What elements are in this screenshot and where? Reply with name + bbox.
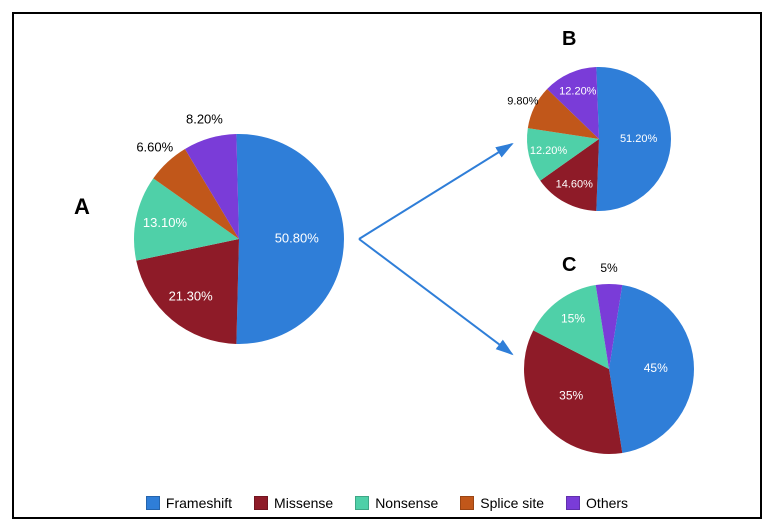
legend-label-frameshift: Frameshift <box>166 495 232 511</box>
legend-swatch-nonsense <box>355 496 369 510</box>
arrows <box>14 14 764 484</box>
legend-label-missense: Missense <box>274 495 333 511</box>
arrow-0 <box>359 144 512 239</box>
legend-swatch-splice <box>460 496 474 510</box>
legend-swatch-frameshift <box>146 496 160 510</box>
legend-label-splice: Splice site <box>480 495 544 511</box>
arrow-1 <box>359 239 512 354</box>
legend-label-nonsense: Nonsense <box>375 495 438 511</box>
chart-frame: A B C 50.80%21.30%13.10%6.60%8.20% 51.20… <box>12 12 762 519</box>
legend-swatch-missense <box>254 496 268 510</box>
legend-item-frameshift: Frameshift <box>146 495 232 511</box>
legend-label-others: Others <box>586 495 628 511</box>
legend-item-missense: Missense <box>254 495 333 511</box>
legend-swatch-others <box>566 496 580 510</box>
legend-item-others: Others <box>566 495 628 511</box>
legend: Frameshift Missense Nonsense Splice site Oth… <box>14 495 760 511</box>
legend-item-splice: Splice site <box>460 495 544 511</box>
legend-item-nonsense: Nonsense <box>355 495 438 511</box>
